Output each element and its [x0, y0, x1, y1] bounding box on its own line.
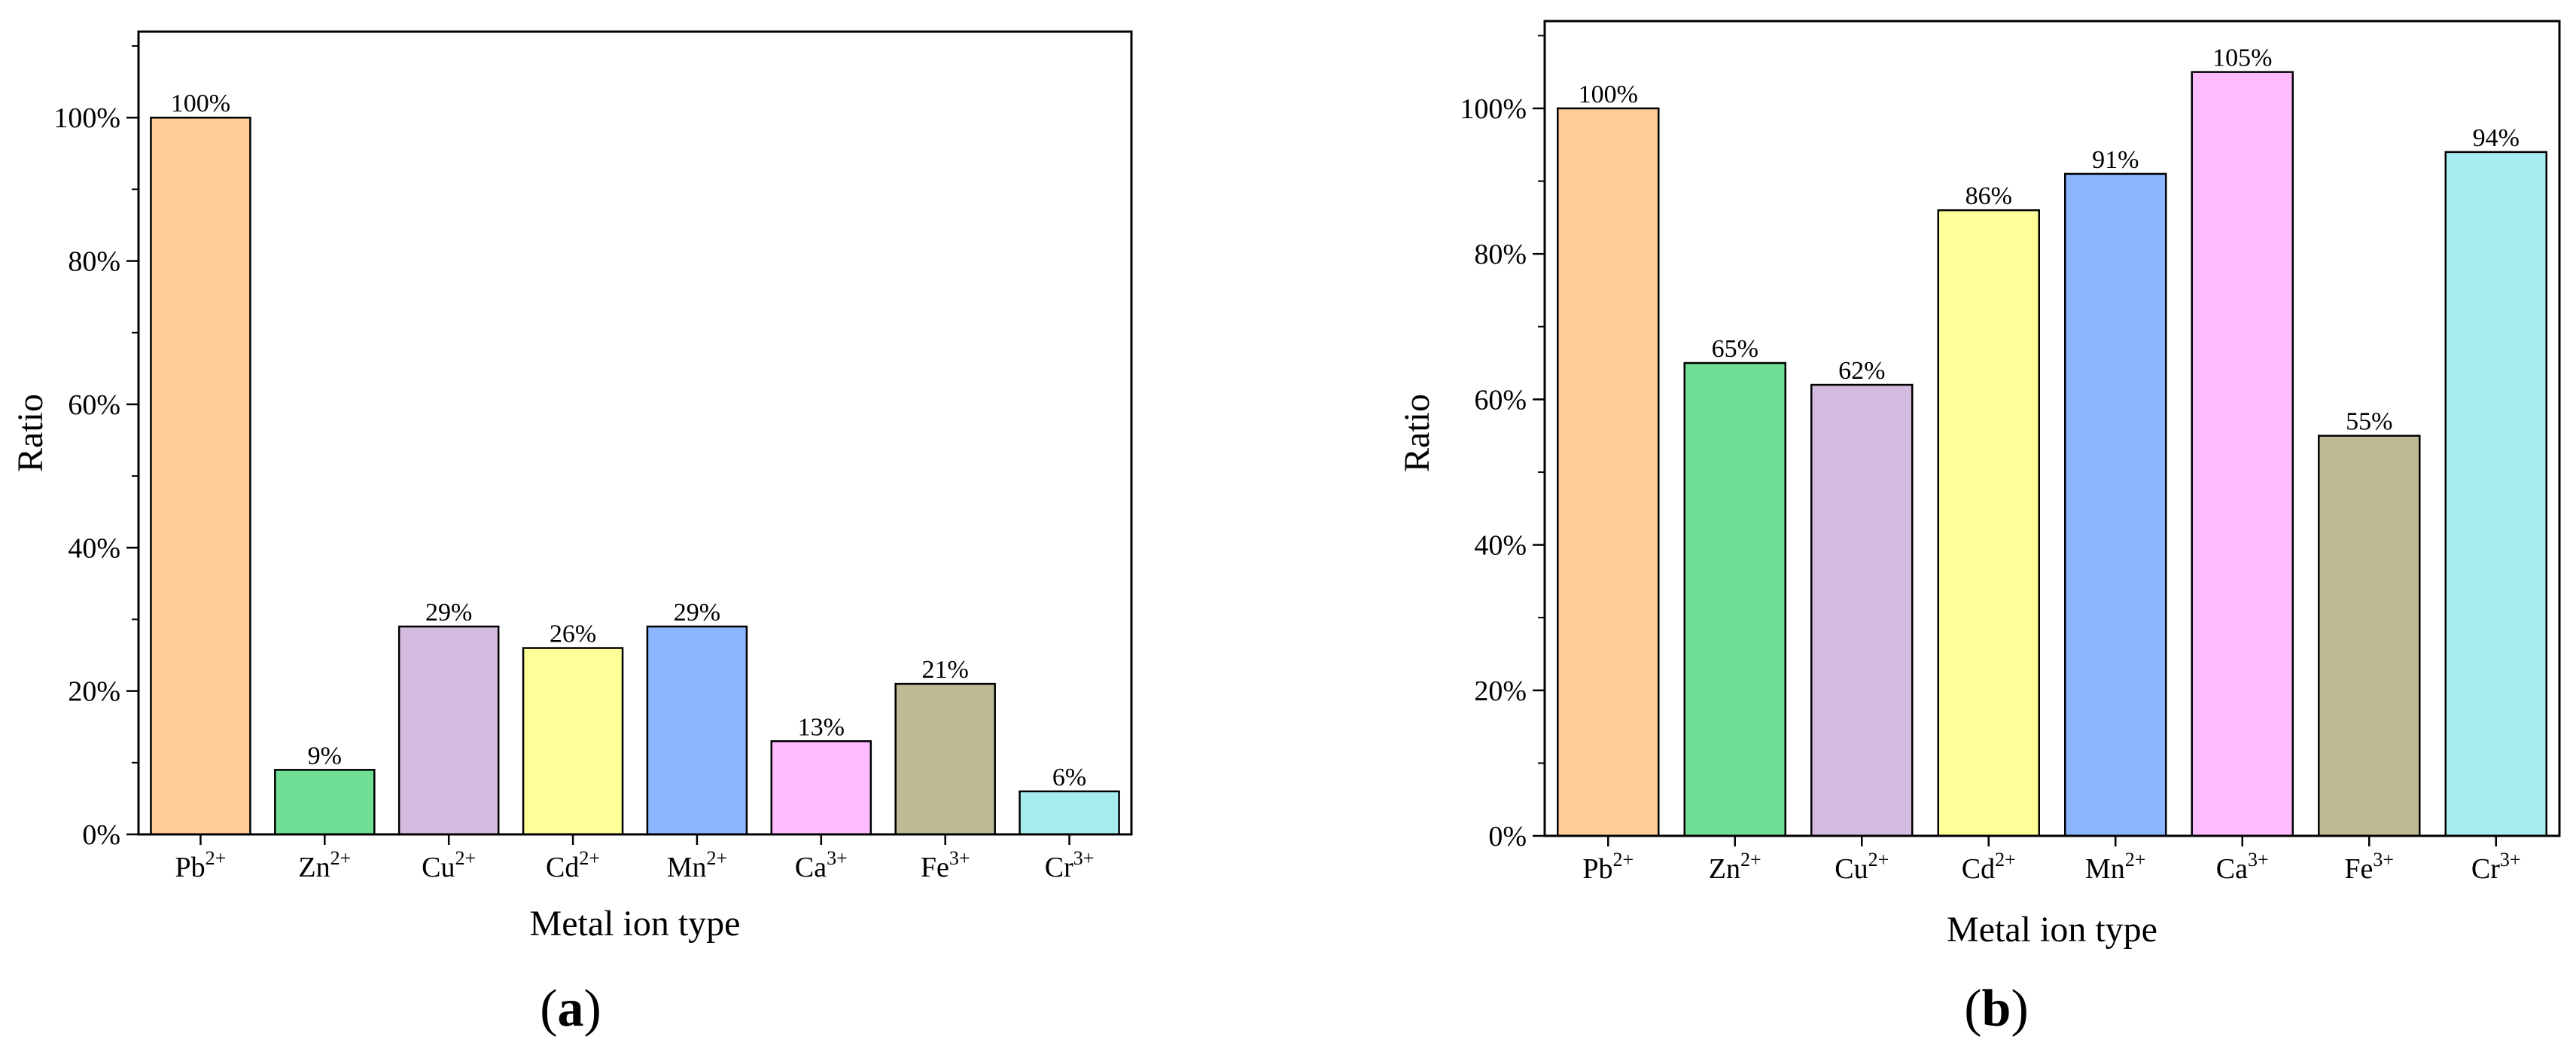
bar-cd: [1937, 209, 2040, 837]
bar-cd: [522, 647, 624, 836]
data-label: 6%: [1052, 764, 1086, 791]
bar-cr: [1019, 790, 1120, 836]
category-label: Cu2+: [1835, 849, 1889, 885]
category-label: Cr3+: [1045, 847, 1095, 883]
data-label: 105%: [2212, 44, 2272, 72]
y-tick-label: 0%: [1488, 821, 1527, 852]
y-tick-label: 20%: [1474, 675, 1527, 707]
data-label: 21%: [922, 656, 969, 684]
category-label: Pb2+: [1582, 849, 1634, 885]
data-label: 65%: [1712, 335, 1758, 363]
category-label: Zn2+: [298, 847, 351, 883]
category-label: Cd2+: [546, 847, 600, 883]
category-label: Fe3+: [2344, 849, 2394, 885]
panel-label: (a): [540, 980, 601, 1038]
y-axis-title: Ratio: [1397, 394, 1437, 472]
y-tick-label: 100%: [1460, 93, 1527, 125]
data-label: 9%: [308, 742, 342, 770]
category-label: Cr3+: [2471, 849, 2521, 885]
y-tick-label: 60%: [1474, 384, 1527, 416]
y-tick-label: 80%: [1474, 239, 1527, 270]
panel-label: (b): [1964, 980, 2029, 1038]
category-label: Ca3+: [795, 847, 848, 883]
category-label: Ca3+: [2216, 849, 2269, 885]
category-label: Cu2+: [422, 847, 476, 883]
y-tick-label: 0%: [82, 819, 120, 851]
category-label: Zn2+: [1709, 849, 1761, 885]
y-axis-title: Ratio: [11, 394, 50, 472]
y-tick-label: 20%: [68, 676, 120, 708]
category-label: Mn2+: [667, 847, 727, 883]
category-label: Cd2+: [1962, 849, 2016, 885]
y-tick-label: 60%: [68, 389, 120, 421]
y-tick-label: 40%: [68, 532, 120, 564]
bar-mn: [2064, 172, 2167, 837]
bar-cu: [1810, 383, 1914, 837]
bar-ca: [770, 740, 872, 836]
data-label: 91%: [2092, 146, 2139, 174]
data-label: 86%: [1965, 182, 2012, 210]
bar-fe: [894, 682, 996, 836]
y-tick-label: 100%: [53, 102, 120, 134]
category-label: Fe3+: [921, 847, 970, 883]
data-label: 94%: [2473, 124, 2520, 152]
data-label: 100%: [1579, 81, 1638, 108]
bar-ca: [2191, 71, 2294, 837]
x-axis-title: Metal ion type: [530, 904, 741, 944]
bar-fe: [2318, 435, 2421, 837]
data-label: 62%: [1838, 357, 1885, 385]
bar-zn: [274, 769, 376, 836]
plot-frame: [137, 30, 1133, 836]
data-label: 13%: [798, 713, 845, 741]
data-label: 29%: [425, 599, 472, 627]
chart-panel-a: 100% Pb2+ 9% Zn2+ 29% Cu2+ 26% Cd2+ 29% Mn2+ 13% Ca…: [11, 30, 1133, 1038]
y-tick-label: 40%: [1474, 530, 1527, 562]
bar-pb: [150, 116, 251, 836]
bar-cr: [2444, 151, 2547, 837]
bar-mn: [646, 625, 748, 836]
plot-frame: [1543, 20, 2561, 837]
data-label: 29%: [674, 599, 720, 627]
bar-zn: [1683, 361, 1786, 837]
x-axis-title: Metal ion type: [1947, 910, 2157, 950]
bar-cu: [397, 625, 500, 836]
category-label: Mn2+: [2085, 849, 2145, 885]
bar-pb: [1557, 107, 1660, 837]
y-tick-label: 80%: [68, 246, 120, 278]
chart-panel-b: 100% Pb2+ 65% Zn2+ 62% Cu2+ 86% Cd2+ 91% Mn2+ 105%…: [1397, 20, 2561, 1038]
data-label: 55%: [2346, 408, 2392, 436]
category-label: Pb2+: [175, 847, 227, 883]
data-label: 26%: [550, 621, 596, 648]
data-label: 100%: [171, 90, 230, 117]
